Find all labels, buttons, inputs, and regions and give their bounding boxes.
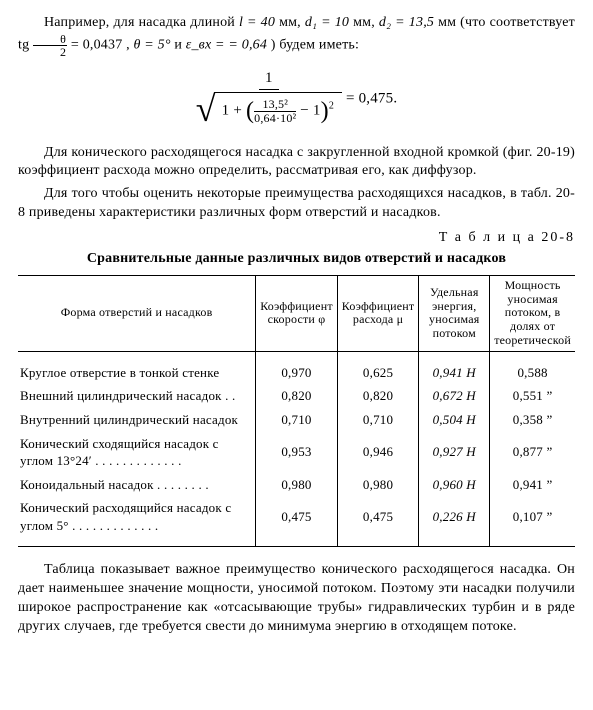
cell-p: 0,941 ˮ [490,473,575,497]
cell-phi: 0,710 [256,408,338,432]
ifb: 0,64·10² [254,112,296,125]
cell-p: 0,588 [490,351,575,384]
table-row: Круглое отверстие в тонкой стенке0,9700,… [18,351,575,384]
cell-name: Внешний цилиндрический насадок . . [18,384,256,408]
cell-p: 0,358 ˮ [490,408,575,432]
cell-mu: 0,625 [337,351,419,384]
t: мм (что соответствует [438,15,575,30]
var-theta: θ = 5° [134,38,171,53]
t: мм, [353,15,379,30]
ift: 13,5² [254,98,296,112]
cell-e: 0,504 H [419,408,490,432]
cell-e: 0,960 H [419,473,490,497]
cell-p: 0,107 ˮ [490,496,575,547]
col-phi: Коэффициент скорости φ [256,275,338,351]
cell-name: Конический сходящийся насадок с углом 13… [18,432,256,473]
t: мм, [279,15,305,30]
var-tg: tg [18,38,33,53]
col-p: Мощность уносимая потоком, в долях от те… [490,275,575,351]
table-row: Конический расходящийся насадок с углом … [18,496,575,547]
col-e: Удельная энергия, уносимая потоком [419,275,490,351]
table-row: Внутренний цилиндрический насадок0,7100,… [18,408,575,432]
table-header-row: Форма отверстий и насадков Коэффициент с… [18,275,575,351]
para-4: Таблица показывает важное преимущество к… [18,561,575,637]
col-name: Форма отверстий и насадков [18,275,256,351]
eq-numerator: 1 [259,68,279,90]
cell-name: Коноидальный насадок . . . . . . . . [18,473,256,497]
table-title: Сравнительные данные различных видов отв… [18,250,575,269]
ft: θ [33,33,67,46]
t: Например, для насадка длиной [44,15,239,30]
cell-mu: 0,980 [337,473,419,497]
cell-name: Внутренний цилиндрический насадок [18,408,256,432]
table-row: Коноидальный насадок . . . . . . . .0,98… [18,473,575,497]
sqrt-icon: √ [196,91,216,127]
cell-mu: 0,820 [337,384,419,408]
cell-p: 0,877 ˮ [490,432,575,473]
var-eps: ε_вх = = 0,64 [186,38,267,53]
table-row: Конический сходящийся насадок с углом 13… [18,432,575,473]
cell-phi: 0,953 [256,432,338,473]
eq-result: = 0,475. [346,90,397,106]
cell-mu: 0,946 [337,432,419,473]
cell-phi: 0,820 [256,384,338,408]
t: , [126,38,133,53]
comparison-table: Форма отверстий и насадков Коэффициент с… [18,275,575,547]
t: ) будем иметь: [271,38,359,53]
para-3: Для того чтобы оценить некоторые преимущ… [18,185,575,223]
inner-frac: 13,5²0,64·10² [254,98,296,124]
cell-p: 0,551 ˮ [490,384,575,408]
var-d1: d₁ = 10 [305,15,349,30]
table-row: Внешний цилиндрический насадок . .0,8200… [18,384,575,408]
t: и [174,38,185,53]
cell-phi: 0,970 [256,351,338,384]
cell-e: 0,672 H [419,384,490,408]
table-label: Т а б л и ц а 20-8 [18,229,575,248]
eq-denominator: √ 1 + (13,5²0,64·10² − 1)2 [196,90,342,129]
eq-one: 1 + [222,103,246,119]
cell-mu: 0,710 [337,408,419,432]
cell-e: 0,941 H [419,351,490,384]
cell-e: 0,226 H [419,496,490,547]
cell-mu: 0,475 [337,496,419,547]
fb: 2 [33,46,67,58]
para-1: Например, для насадка длиной l = 40 мм, … [18,14,575,58]
minus1: − 1 [296,103,320,119]
cell-name: Круглое отверстие в тонкой стенке [18,351,256,384]
col-mu: Коэффициент расхода μ [337,275,419,351]
frac-theta2: θ2 [33,33,67,58]
sq: 2 [329,101,334,112]
equation: 1 √ 1 + (13,5²0,64·10² − 1)2 = 0,475. [18,68,575,130]
var-d2: d₂ = 13,5 [379,15,434,30]
var-l: l = 40 [239,15,275,30]
cell-e: 0,927 H [419,432,490,473]
t: = 0,0437 [67,38,122,53]
cell-phi: 0,475 [256,496,338,547]
cell-name: Конический расходящийся насадок с углом … [18,496,256,547]
para-2: Для конического расходящегося насадка с … [18,144,575,182]
cell-phi: 0,980 [256,473,338,497]
